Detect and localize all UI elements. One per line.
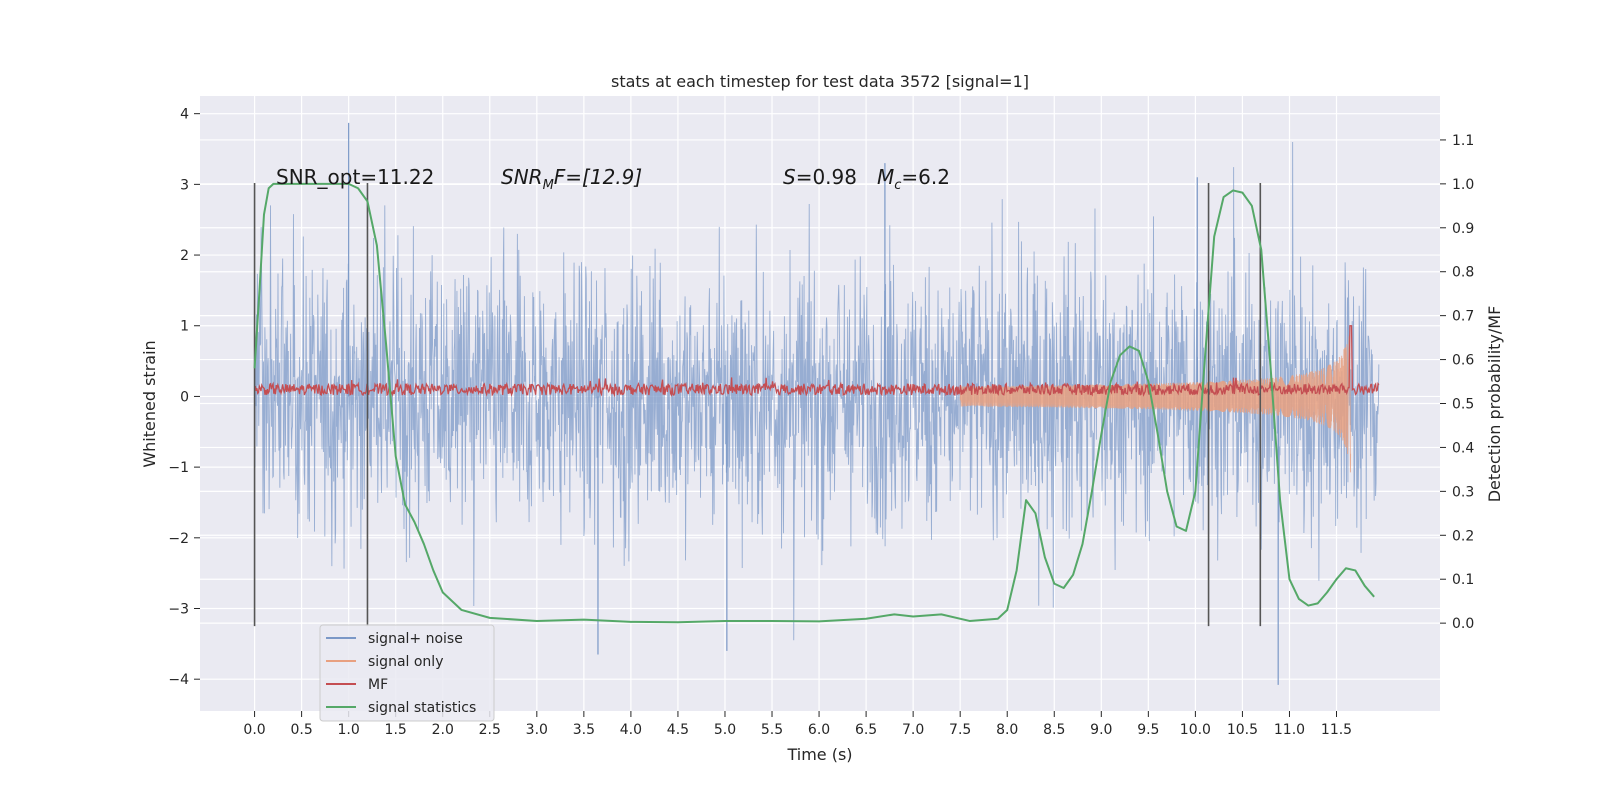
- x-tick-label: 0.5: [290, 722, 312, 738]
- chart-title: stats at each timestep for test data 357…: [611, 72, 1029, 91]
- y-axis-label-left: Whitened strain: [140, 340, 159, 467]
- vertical-markers: [253, 182, 1262, 627]
- x-tick-label: 0.0: [243, 722, 265, 738]
- right-tick-label: 0.4: [1452, 440, 1474, 456]
- legend-label-mf: MF: [368, 677, 388, 693]
- x-tick-label: 2.5: [479, 722, 501, 738]
- x-tick-label: 5.5: [761, 722, 783, 738]
- snr-mf-suffix: F=[12.9]: [554, 165, 642, 189]
- left-tick-label: 0: [180, 389, 189, 405]
- left-tick-label: −1: [168, 460, 189, 476]
- x-tick-label: 2.0: [432, 722, 454, 738]
- x-tick-label: 6.5: [855, 722, 877, 738]
- right-tick-label: 0.1: [1452, 572, 1474, 588]
- left-tick-label: −2: [168, 531, 189, 547]
- x-tick-label: 11.5: [1321, 722, 1352, 738]
- legend: signal+ noise signal only MF signal stat…: [319, 624, 495, 722]
- annotation-mc: Mc=6.2: [877, 165, 950, 193]
- left-tick-label: −4: [168, 672, 189, 688]
- x-axis: 0.0 0.5 1.0 1.5 2.0 2.5 3.0 3.5 4.0 4.5 5.0 5.5 6.0 6…: [243, 711, 1352, 738]
- signal-statistics-line: [253, 182, 1375, 624]
- left-tick-label: 1: [180, 319, 189, 335]
- right-tick-label: 0.0: [1452, 616, 1474, 632]
- legend-label-signal-statistics: signal statistics: [368, 700, 476, 716]
- snr-mf-prefix: SNR: [501, 165, 543, 189]
- x-tick-label: 5.0: [714, 722, 736, 738]
- left-tick-label: 4: [180, 107, 189, 123]
- s-value: =0.98: [796, 165, 857, 189]
- x-tick-label: 3.0: [526, 722, 548, 738]
- left-y-axis: −4 −3 −2 −1 0 1 2 3 4: [168, 107, 200, 688]
- x-tick-label: 1.5: [385, 722, 407, 738]
- x-axis-label: Time (s): [786, 745, 852, 764]
- legend-label-signal-only: signal only: [368, 654, 443, 670]
- right-tick-label: 0.6: [1452, 353, 1474, 369]
- legend-label-signal-noise: signal+ noise: [368, 631, 463, 647]
- signal-noise-line: [254, 141, 1380, 641]
- x-tick-label: 8.5: [1043, 722, 1065, 738]
- x-tick-label: 11.0: [1274, 722, 1305, 738]
- snr-mf-sub: M: [543, 178, 554, 193]
- x-tick-label: 4.0: [620, 722, 642, 738]
- x-tick-label: 7.5: [949, 722, 971, 738]
- left-tick-label: 3: [180, 177, 189, 193]
- annotation-s: S=0.98: [783, 165, 857, 189]
- x-tick-label: 9.5: [1137, 722, 1159, 738]
- x-tick-label: 9.0: [1090, 722, 1112, 738]
- right-tick-label: 0.3: [1452, 484, 1474, 500]
- legend-box: [319, 624, 495, 722]
- mc-sub: c: [894, 178, 901, 193]
- x-tick-label: 4.5: [667, 722, 689, 738]
- signal-noise-series: [254, 122, 1380, 685]
- x-tick-label: 3.5: [573, 722, 595, 738]
- x-tick-label: 6.0: [808, 722, 830, 738]
- s-label: S: [783, 165, 796, 189]
- x-tick-label: 10.0: [1180, 722, 1211, 738]
- mc-value: =6.2: [901, 165, 950, 189]
- right-tick-label: 0.9: [1452, 221, 1474, 237]
- right-tick-label: 0.2: [1452, 528, 1474, 544]
- annotation-snr-mf: SNRMF=[12.9]: [501, 165, 642, 193]
- right-tick-label: 0.7: [1452, 309, 1474, 325]
- x-tick-label: 7.0: [902, 722, 924, 738]
- left-tick-label: −3: [168, 602, 189, 618]
- y-axis-label-right: Detection probability/MF: [1485, 306, 1504, 503]
- right-tick-label: 1.1: [1452, 133, 1474, 149]
- x-tick-label: 8.0: [996, 722, 1018, 738]
- right-tick-label: 1.0: [1452, 177, 1474, 193]
- mc-label: M: [877, 165, 894, 189]
- x-tick-label: 1.0: [338, 722, 360, 738]
- mf-series: [253, 325, 1380, 398]
- right-y-axis: 0.0 0.1 0.2 0.3 0.4 0.5 0.6 0.7 0.8 0.9 1.0 1.1: [1440, 133, 1474, 632]
- right-tick-label: 0.8: [1452, 265, 1474, 281]
- mf-line: [253, 325, 1380, 398]
- annotation-snr-opt: SNR_opt=11.22: [276, 165, 434, 189]
- right-tick-label: 0.5: [1452, 397, 1474, 413]
- left-tick-label: 2: [180, 248, 189, 264]
- signal-statistics-series: [253, 182, 1375, 624]
- x-tick-label: 10.5: [1227, 722, 1258, 738]
